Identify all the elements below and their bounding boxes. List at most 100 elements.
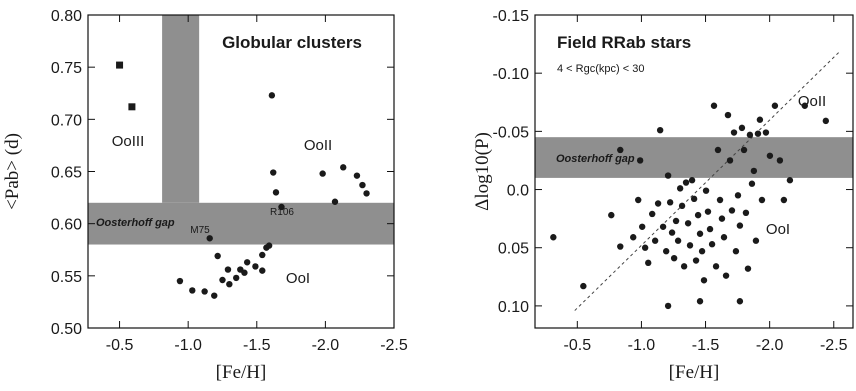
point [664,302,672,310]
point [608,211,615,219]
point [662,248,670,255]
point [822,117,830,125]
point [268,92,276,99]
annotation: R106 [270,207,294,218]
point [226,280,233,288]
point [259,267,266,274]
point [708,241,716,248]
annotation: OoIII [112,133,145,150]
point [243,259,251,266]
y-tick-label: 0.60 [51,217,82,234]
point [272,189,280,196]
shaded-region [162,15,200,203]
point [635,196,642,204]
point [270,169,277,176]
y-axis-label: Δlog10(P) [472,132,493,211]
panel-subtitle: 4 < Rgc(kpc) < 30 [557,63,644,75]
y-tick-label: 0.50 [51,321,82,338]
point [748,180,756,187]
point [550,234,557,241]
y-tick-label: -0.05 [493,124,530,141]
point [706,225,714,233]
point [331,198,339,205]
point [116,61,124,69]
point [724,111,732,119]
point [718,215,726,222]
annotation: OoII [798,93,826,110]
point [617,146,624,154]
point [680,263,688,270]
point [728,207,736,214]
point [648,210,656,218]
point [744,265,752,272]
x-axis-label: [Fe/H] [216,362,267,383]
point [734,192,742,199]
annotation: OoI [766,221,790,238]
point [758,196,766,204]
point [766,152,774,159]
point [738,124,746,132]
annotation: Oosterhoff gap [556,153,635,165]
point [359,181,366,189]
point [201,288,208,295]
point [353,172,361,179]
x-tick-label: -2.0 [756,337,784,354]
point [750,167,758,175]
point [776,157,784,164]
point [674,237,682,244]
point [670,254,678,262]
point [672,217,680,225]
point [716,196,724,204]
point [746,131,754,139]
point [682,179,690,186]
y-tick-label: 0.10 [498,299,529,316]
panel-title: Field RRab stars [557,33,691,52]
shaded-region [535,137,853,178]
x-tick-label: -2.5 [820,337,848,354]
point [232,274,240,282]
point [704,208,712,215]
panel-title: Globular clusters [222,33,362,52]
point [771,102,779,109]
point [278,203,285,211]
annotation: M75 [190,225,210,236]
point [189,287,196,294]
point [692,257,700,264]
point [710,102,718,109]
point [780,196,788,204]
point [219,276,226,284]
y-tick-label: 0.55 [51,269,82,286]
point [762,129,770,136]
point [712,263,720,270]
point [742,209,750,217]
y-tick-label: -0.15 [493,8,530,25]
y-tick-label: 0.75 [51,60,82,77]
point [740,146,748,154]
point [206,235,213,242]
y-tick-label: -0.10 [493,66,530,83]
point [720,234,728,241]
plot-frame [87,14,395,329]
point [252,263,259,270]
point [754,130,762,137]
y-tick-label: 0.70 [51,112,82,129]
y-tick-label: 0.65 [51,165,82,182]
point [722,272,730,279]
point [666,199,674,206]
point [617,243,624,250]
point [128,103,136,111]
point [786,177,794,184]
annotation: Oosterhoff gap [96,217,175,229]
x-tick-label: -1.5 [243,337,271,354]
point [651,237,659,244]
point [265,242,273,249]
point [259,251,266,259]
x-tick-label: -0.5 [106,337,134,354]
annotation: OoI [286,270,310,287]
point [686,242,694,249]
point [726,157,734,164]
point [752,237,760,244]
point [638,223,646,230]
point [656,126,664,134]
point [696,230,704,237]
